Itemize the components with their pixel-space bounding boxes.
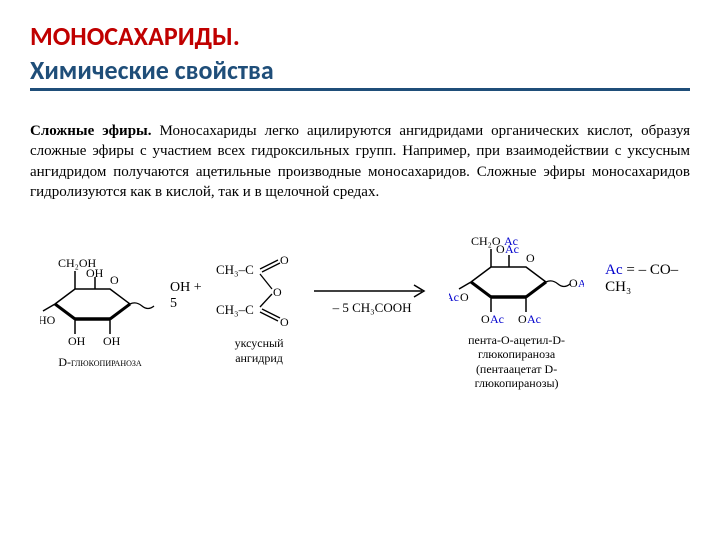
reaction-arrow: – 5 CH₃COOH (312, 282, 432, 316)
svg-text:OH: OH (86, 266, 104, 280)
reaction-scheme: O CH₂OH OH OH HO OH D-глюкопираноза OH +… (40, 227, 690, 391)
svg-text:OH: OH (103, 334, 121, 348)
product-label: пента-О-ацетил-D-глюкопираноза (пентааце… (442, 333, 591, 391)
arrow-under-text: – 5 CH₃COOH (333, 300, 412, 316)
svg-text:OH: OH (68, 334, 86, 348)
svg-text:O: O (460, 290, 469, 304)
svg-text:O: O (273, 285, 282, 299)
anhydride-structure: CH₃–C CH₃–C O O O (216, 252, 302, 330)
reactant1-label: D-глюкопираноза (58, 355, 141, 369)
svg-text:Ac: Ac (505, 242, 519, 256)
page-title: МОНОСАХАРИДЫ. (30, 20, 690, 52)
svg-text:O: O (496, 242, 505, 256)
svg-text:Ac: Ac (490, 312, 504, 326)
svg-text:O: O (481, 312, 490, 326)
body-paragraph: Сложные эфиры. Моносахариды легко ацилир… (30, 121, 690, 202)
ac-definition: Ac = – CO–CH₃ (605, 262, 690, 296)
plus-text: OH + 5 (170, 280, 206, 312)
reactant-anhydride: CH₃–C CH₃–C O O O уксусный ангидрид (216, 252, 302, 365)
svg-text:O: O (518, 312, 527, 326)
svg-text:CH₃–C: CH₃–C (216, 302, 254, 317)
svg-text:O: O (280, 315, 289, 329)
svg-text:O: O (526, 251, 535, 265)
svg-text:HO: HO (40, 313, 56, 327)
glucose-structure: O CH₂OH OH OH HO OH (40, 249, 160, 349)
svg-text:O: O (569, 276, 578, 290)
reactant2-label: уксусный ангидрид (235, 336, 284, 365)
svg-text:CH₃–C: CH₃–C (216, 262, 254, 277)
svg-text:O: O (110, 273, 119, 287)
arrow-icon (312, 282, 432, 300)
page-subtitle: Химические свойства (30, 54, 690, 91)
svg-text:Ac: Ac (449, 290, 459, 304)
product-pentaacetate: O CH₂O Ac OAc OAc AcO OAc OAc пента-О-ац… (442, 227, 591, 391)
svg-text:O: O (280, 253, 289, 267)
paragraph-lead: Сложные эфиры. (30, 123, 152, 139)
product-structure: O CH₂O Ac OAc OAc AcO OAc OAc (449, 227, 584, 327)
svg-text:Ac: Ac (527, 312, 541, 326)
svg-text:Ac: Ac (578, 278, 584, 290)
reactant-glucopyranose: O CH₂OH OH OH HO OH D-глюкопираноза (40, 249, 160, 369)
